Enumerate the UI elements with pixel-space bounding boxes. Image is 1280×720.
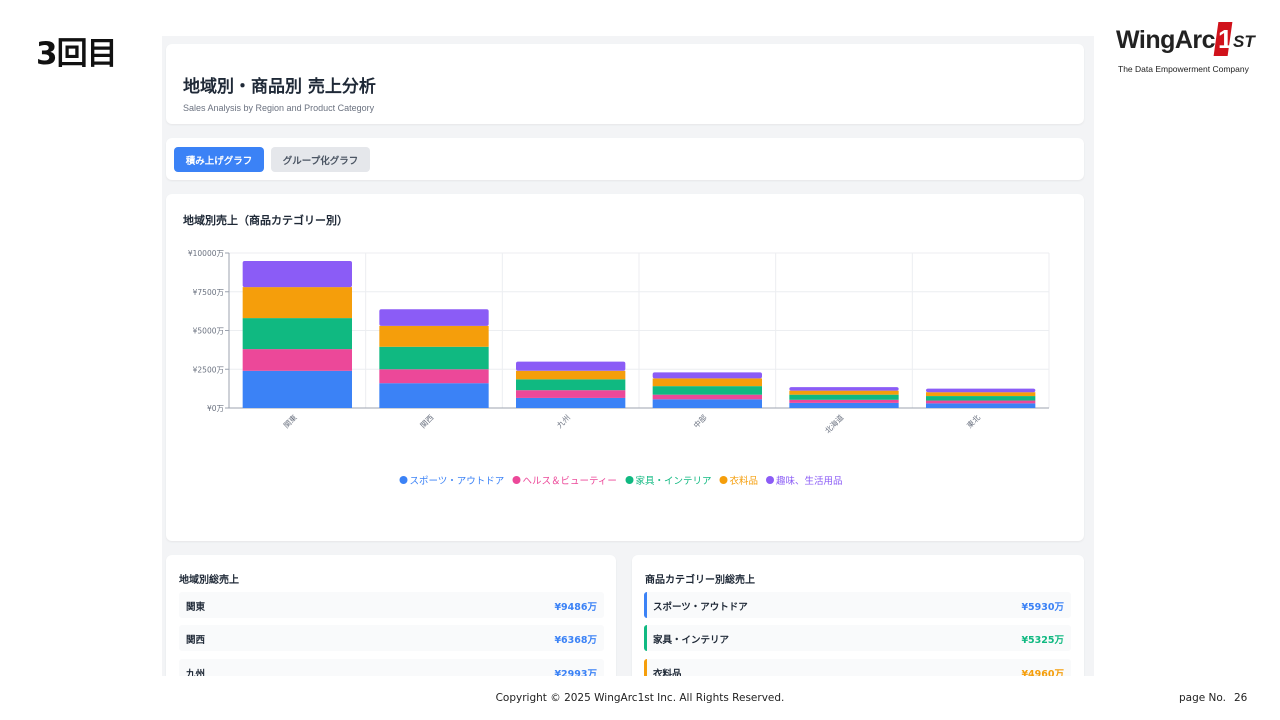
tab-grouped-chart[interactable]: グループ化グラフ [271, 147, 370, 172]
category-totals-card: 商品カテゴリー別総売上 スポーツ・アウトドア ¥5930万 家具・インテリア ¥… [632, 555, 1084, 676]
logo-tagline: The Data Empowerment Company [1118, 64, 1249, 74]
x-tick-label: 中部 [691, 412, 709, 430]
bar-segment [652, 399, 762, 408]
category-name: 衣料品 [653, 669, 682, 676]
page-subtitle: Sales Analysis by Region and Product Cat… [183, 103, 375, 113]
region-name: 関西 [186, 635, 206, 646]
category-totals-title: 商品カテゴリー別総売上 [645, 575, 755, 586]
bar-segment [652, 394, 762, 400]
x-tick-label: 関西 [418, 413, 435, 430]
legend-label: 趣味、生活用品 [776, 475, 843, 487]
legend-marker [625, 476, 634, 484]
bar-segment [379, 309, 489, 326]
bar-segment [516, 390, 626, 398]
y-tick-label: ¥0万 [207, 404, 225, 413]
session-label: 3回目 [36, 36, 118, 72]
footer-copyright: Copyright © 2025 WingArc1st Inc. All Rig… [495, 692, 785, 704]
x-tick-label: 関東 [281, 412, 299, 430]
bar-segment [242, 349, 352, 371]
x-tick-label: 九州 [555, 413, 572, 430]
bar-segment [242, 287, 352, 319]
page-title: 地域別・商品別 売上分析 [183, 77, 376, 97]
region-totals-title: 地域別総売上 [179, 575, 239, 586]
bar-segment [789, 387, 899, 391]
page-label: page No. [1179, 692, 1226, 704]
legend-marker [512, 476, 521, 484]
legend-marker [766, 476, 774, 484]
footer-page-number: page No. 26 [1179, 692, 1247, 704]
x-tick-label: 北海道 [822, 412, 845, 435]
bar-segment [379, 325, 489, 347]
region-name: 九州 [186, 669, 206, 676]
bar-segment [242, 370, 352, 408]
bar-segment [789, 394, 899, 400]
chart-card: 地域別売上（商品カテゴリー別） ¥0万 ¥2500万 ¥5000万 ¥7500万 ¥10… [166, 194, 1084, 541]
category-name: スポーツ・アウトドア [653, 602, 748, 613]
bar-segment [516, 397, 626, 408]
legend-label: ヘルス＆ビューティー [523, 476, 617, 487]
legend-label: スポーツ・アウトドア [410, 476, 505, 487]
region-total: ¥2993万 [554, 669, 597, 676]
legend-label: 家具・インテリア [636, 475, 712, 487]
page-number: 26 [1234, 692, 1248, 704]
bar-segment [926, 392, 1036, 397]
region-totals-card: 地域別総売上 関東 ¥9486万 関西 ¥6368万 九州 ¥2993万 [166, 555, 616, 676]
region-row: 九州 ¥2993万 [179, 659, 604, 676]
header-card: 地域別・商品別 売上分析 Sales Analysis by Region an… [166, 44, 1084, 124]
category-row: スポーツ・アウトドア ¥5930万 [644, 592, 1071, 618]
bar-segment [242, 260, 352, 288]
bar-segment [926, 388, 1036, 393]
bar-segment [789, 399, 899, 403]
legend-marker [719, 476, 728, 484]
region-total: ¥6368万 [554, 635, 597, 646]
chart-type-tabs: 積み上げグラフ グループ化グラフ [166, 138, 1084, 180]
y-tick-label: ¥2500万 [193, 365, 225, 374]
bar-segment [516, 361, 626, 371]
bar-segment [652, 378, 762, 387]
chart-title: 地域別売上（商品カテゴリー別） [183, 214, 348, 227]
y-tick-label: ¥10000万 [188, 249, 225, 258]
app-screenshot: 地域別・商品別 売上分析 Sales Analysis by Region an… [162, 36, 1094, 676]
logo-wordmark: WingArc [1116, 26, 1216, 54]
bar-segment [926, 396, 1036, 401]
y-tick-label: ¥7500万 [193, 288, 225, 297]
category-total: ¥5930万 [1021, 602, 1064, 613]
bar-segment [652, 372, 762, 379]
logo-badge-number: 1 [1218, 24, 1233, 54]
category-total: ¥4960万 [1021, 669, 1064, 676]
bar-segment [379, 383, 489, 408]
region-name: 関東 [186, 602, 206, 613]
tab-stacked-chart[interactable]: 積み上げグラフ [174, 147, 264, 172]
bar-segment [789, 402, 899, 408]
bar-segment [926, 400, 1036, 404]
bar-segment [379, 346, 489, 370]
wingarc-logo: WingArc 1 ST The Data Empowerment Compan… [1114, 22, 1255, 74]
bar-segment [242, 318, 352, 350]
bar-segment [926, 403, 1036, 408]
bar-segment [516, 379, 626, 391]
category-row: 家具・インテリア ¥5325万 [644, 625, 1071, 651]
legend-label: 衣料品 [730, 475, 759, 487]
y-tick-label: ¥5000万 [193, 327, 225, 336]
category-row: 衣料品 ¥4960万 [644, 659, 1071, 676]
bar-segment [516, 370, 626, 380]
logo-suffix: ST [1233, 32, 1255, 51]
region-row: 関西 ¥6368万 [179, 625, 604, 651]
bar-segment [379, 369, 489, 384]
bar-segment [789, 390, 899, 395]
category-total: ¥5325万 [1021, 635, 1064, 646]
category-name: 家具・インテリア [653, 635, 730, 646]
region-row: 関東 ¥9486万 [179, 592, 604, 618]
legend-marker [399, 476, 408, 484]
bar-segment [652, 386, 762, 395]
region-total: ¥9486万 [554, 602, 597, 613]
x-tick-label: 東北 [964, 412, 982, 430]
